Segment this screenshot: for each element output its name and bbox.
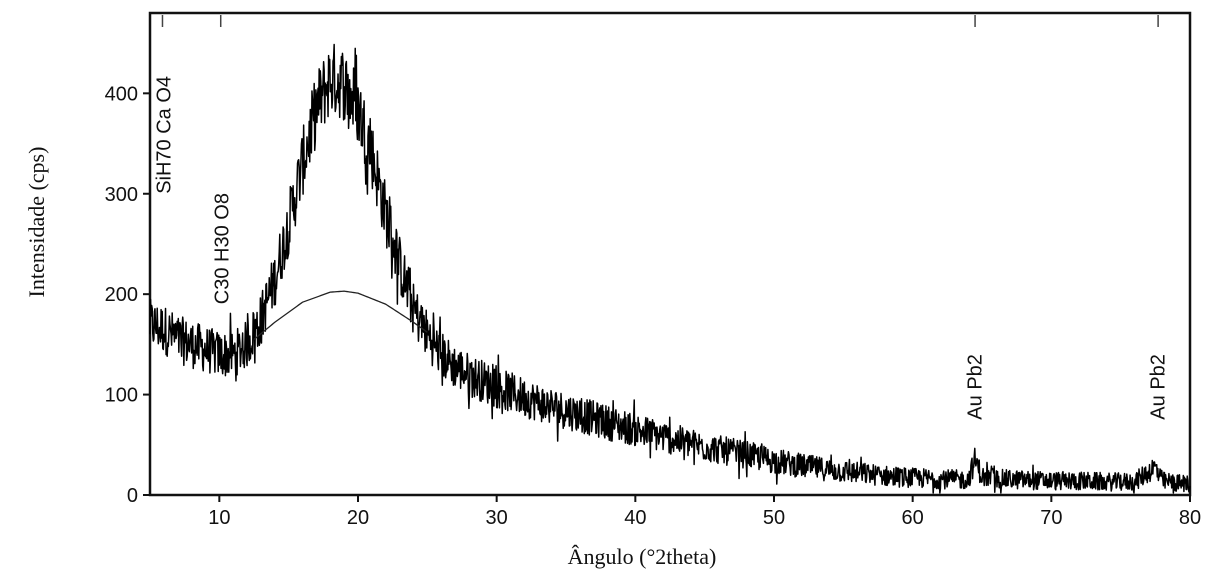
peak-label: Au Pb2	[965, 354, 987, 420]
peak-label: SiH70 Ca O4	[154, 76, 176, 194]
peak-label: Au Pb2	[1148, 354, 1170, 420]
x-tick-label: 20	[347, 507, 369, 529]
peak-label: C30 H30 O8	[212, 193, 234, 304]
x-axis-title: Ângulo (°2theta)	[568, 544, 717, 569]
x-tick-label: 60	[902, 507, 924, 529]
plot-frame	[148, 11, 1192, 497]
x-tick-label: 10	[208, 507, 230, 529]
y-axis-title: Intensidade (cps)	[24, 147, 49, 298]
series-layer	[149, 43, 1191, 494]
y-tick-label: 200	[105, 284, 138, 306]
y-axis-ticks: 0 100 200 300 400	[105, 83, 150, 507]
y-tick-label: 300	[105, 184, 138, 206]
x-tick-label: 50	[763, 507, 785, 529]
diffraction-pattern-line	[149, 43, 1191, 494]
x-tick-label: 30	[486, 507, 508, 529]
y-tick-label: 400	[105, 83, 138, 105]
amorphous-background-curve	[253, 290, 428, 340]
x-axis-ticks: 10 20 30 40 50 60 70 80	[208, 495, 1201, 529]
x-tick-label: 40	[624, 507, 646, 529]
annotations-layer: SiH70 Ca O4 C30 H30 O8 Au Pb2 Au Pb2	[154, 15, 1170, 420]
x-tick-label: 70	[1040, 507, 1062, 529]
x-tick-label: 80	[1179, 507, 1201, 529]
y-tick-label: 0	[127, 485, 138, 507]
y-tick-label: 100	[105, 385, 138, 407]
